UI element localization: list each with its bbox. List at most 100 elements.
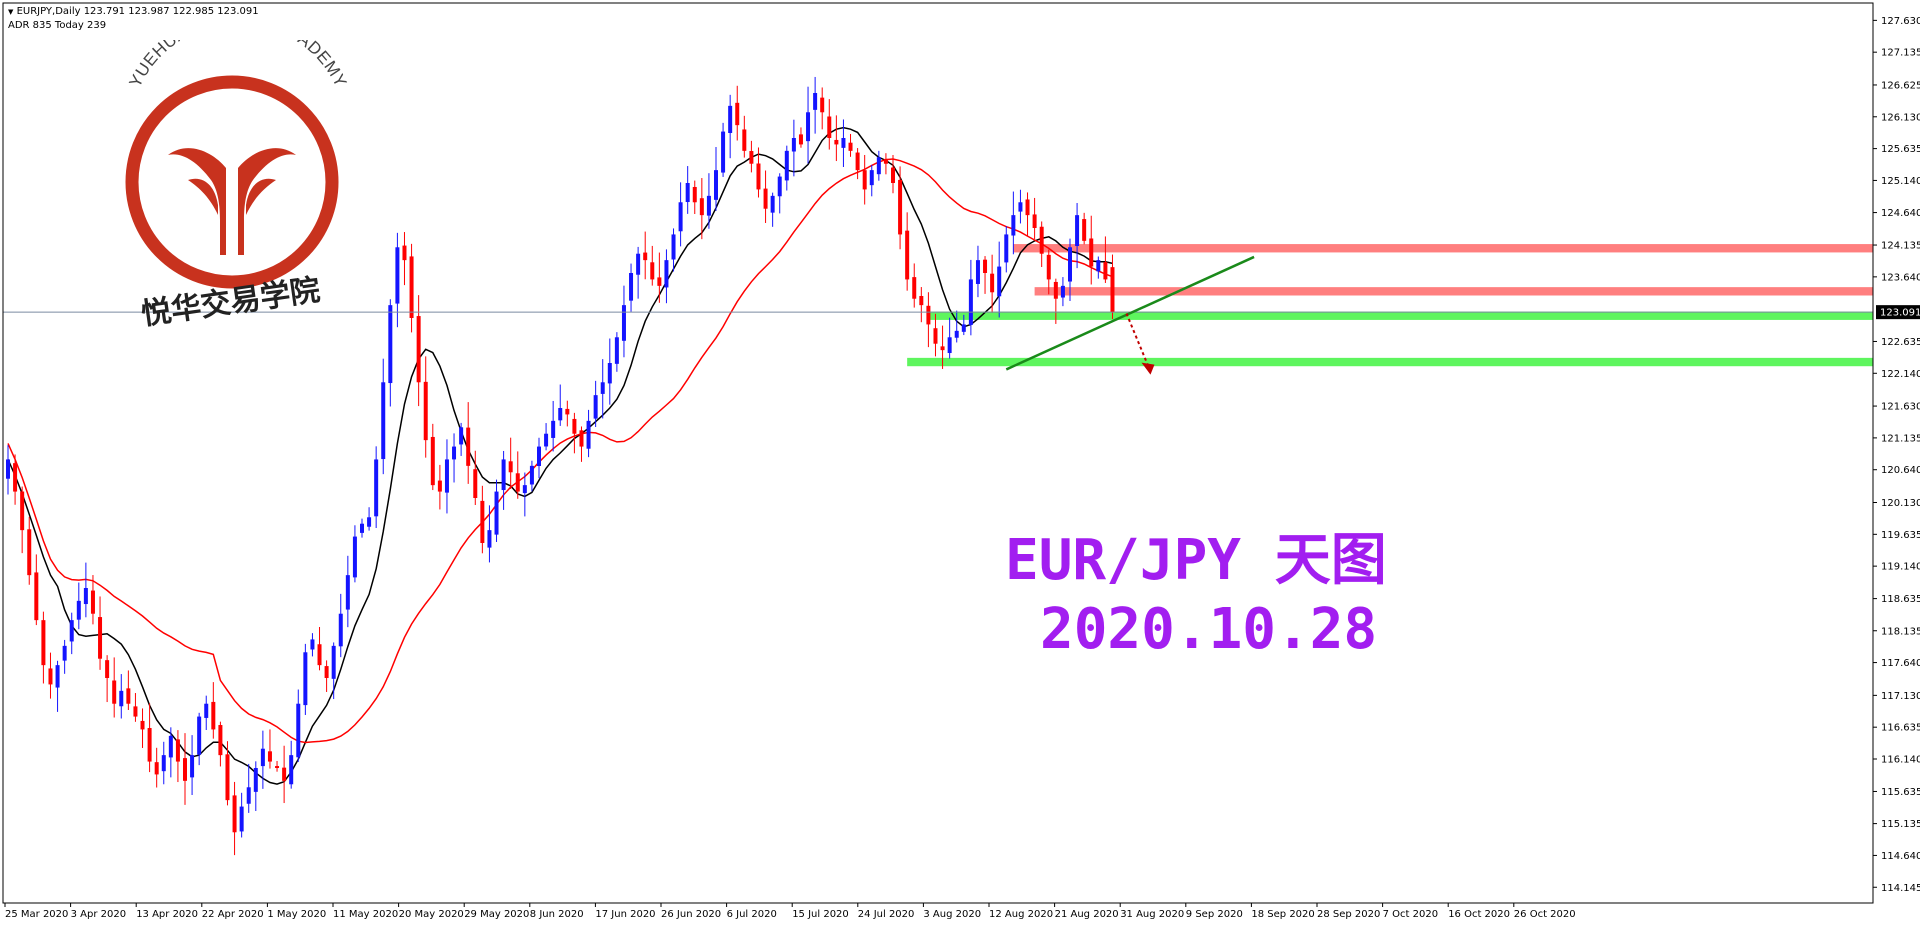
candle-body	[267, 751, 272, 762]
candle-body	[735, 102, 740, 126]
time-tick-label: 17 Jun 2020	[595, 909, 655, 920]
candle	[756, 147, 761, 198]
candle-body	[544, 433, 549, 447]
candle	[303, 643, 308, 715]
time-tick-label: 11 May 2020	[333, 909, 398, 920]
collapse-triangle-icon[interactable]: ▼	[8, 8, 14, 16]
candle-body	[480, 500, 485, 543]
time-tick-label: 28 Sep 2020	[1317, 909, 1380, 920]
candle-body	[34, 572, 39, 621]
candle-body	[685, 183, 690, 203]
candle-body	[841, 138, 846, 148]
price-tick-label: 125.140	[1881, 176, 1920, 187]
candle-body	[876, 157, 881, 175]
time-tick-label: 15 Jul 2020	[792, 909, 849, 920]
candle	[204, 695, 209, 731]
candle	[345, 555, 350, 628]
candle	[607, 338, 612, 405]
candle	[147, 703, 152, 773]
candle-body	[444, 459, 449, 493]
candle	[770, 192, 775, 227]
candle	[912, 263, 917, 308]
candle	[621, 285, 626, 358]
candle-body	[912, 277, 917, 299]
candle	[905, 212, 910, 291]
candle-body	[572, 418, 577, 434]
projection-arrow-head	[1141, 362, 1155, 375]
candle-body	[395, 247, 400, 304]
candle-body	[494, 491, 499, 535]
candle	[260, 730, 265, 789]
candle-body	[848, 142, 853, 151]
candle-body	[947, 337, 952, 354]
candle-body	[154, 762, 159, 775]
candle	[883, 153, 888, 175]
candle	[69, 612, 74, 655]
candle-body	[303, 652, 308, 706]
candle	[940, 325, 945, 369]
candle	[253, 761, 258, 811]
candle-body	[657, 277, 662, 286]
candle-body	[487, 530, 492, 548]
candle	[1039, 221, 1044, 267]
candle-body	[246, 787, 251, 804]
candle	[416, 295, 421, 407]
moving-average-line	[7, 158, 1113, 744]
candle	[565, 400, 570, 427]
candle	[338, 593, 343, 658]
candle-body	[27, 529, 32, 576]
candle-body	[522, 485, 527, 494]
candle	[947, 317, 952, 359]
candle-body	[699, 198, 704, 216]
candle	[1053, 278, 1058, 324]
candle-body	[352, 536, 357, 578]
candle	[721, 122, 726, 177]
candle	[296, 689, 301, 762]
candle-body	[197, 716, 202, 755]
candle	[855, 148, 860, 180]
candle	[551, 400, 556, 452]
candle	[168, 727, 173, 778]
candle-body	[119, 690, 124, 707]
candle-body	[891, 167, 895, 183]
price-tick-label: 126.625	[1881, 80, 1920, 91]
candle	[990, 254, 995, 313]
candle	[529, 460, 534, 492]
candle	[126, 670, 131, 710]
candle	[954, 310, 959, 343]
current-price-label: 123.091	[1880, 308, 1920, 319]
candle-body	[105, 660, 110, 678]
candle-body	[232, 795, 237, 833]
candle-body	[905, 230, 910, 280]
candle-body	[898, 179, 903, 235]
candle-body	[706, 195, 711, 216]
candle-body	[1053, 281, 1058, 299]
candle-body	[756, 163, 761, 190]
candle-body	[218, 725, 223, 756]
candle	[402, 232, 407, 286]
candle	[749, 140, 754, 173]
candle	[1046, 249, 1051, 295]
candle	[926, 292, 931, 348]
candle	[395, 232, 400, 328]
candle-body	[671, 234, 676, 260]
candle-body	[126, 688, 131, 704]
candle-body	[388, 305, 393, 384]
candle-body	[834, 139, 839, 145]
candle	[537, 437, 541, 479]
candle-body	[190, 755, 195, 778]
candle	[239, 792, 244, 838]
candle	[671, 228, 676, 272]
price-tick-label: 121.135	[1881, 433, 1920, 444]
candle	[175, 730, 180, 783]
candle-body	[282, 767, 287, 781]
candle	[572, 412, 577, 454]
candle	[742, 115, 747, 158]
candle-body	[430, 436, 435, 486]
candle-body	[1046, 254, 1051, 280]
candle-body	[98, 617, 103, 659]
candle-body	[437, 480, 442, 492]
candle-body	[607, 363, 612, 384]
candle	[267, 729, 272, 769]
